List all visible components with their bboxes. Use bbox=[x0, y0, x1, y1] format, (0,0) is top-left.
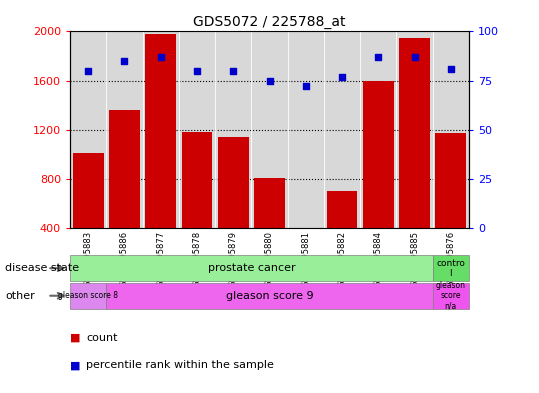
Bar bbox=[218, 137, 248, 277]
Point bbox=[120, 58, 129, 64]
Point bbox=[301, 83, 310, 90]
Text: disease state: disease state bbox=[5, 263, 80, 273]
Text: ■: ■ bbox=[70, 333, 80, 343]
Point bbox=[410, 54, 419, 60]
Point bbox=[192, 68, 201, 74]
Bar bbox=[399, 38, 430, 277]
Bar bbox=[327, 191, 357, 277]
Text: prostate cancer: prostate cancer bbox=[208, 263, 295, 273]
Text: gleason score 9: gleason score 9 bbox=[226, 291, 313, 301]
Bar bbox=[146, 34, 176, 277]
Bar bbox=[291, 237, 321, 277]
Bar bbox=[73, 153, 103, 277]
Point bbox=[229, 68, 238, 74]
Point bbox=[374, 54, 383, 60]
Bar bbox=[109, 110, 140, 277]
Bar bbox=[182, 132, 212, 277]
Point bbox=[156, 54, 165, 60]
Point bbox=[338, 73, 347, 80]
Bar bbox=[436, 133, 466, 277]
Point bbox=[446, 66, 455, 72]
Title: GDS5072 / 225788_at: GDS5072 / 225788_at bbox=[194, 15, 345, 29]
Point bbox=[265, 77, 274, 84]
Text: contro
l: contro l bbox=[437, 259, 465, 278]
Text: ■: ■ bbox=[70, 360, 80, 371]
Text: other: other bbox=[5, 291, 35, 301]
Text: count: count bbox=[86, 333, 118, 343]
Point bbox=[84, 68, 93, 74]
Text: gleason score 8: gleason score 8 bbox=[58, 291, 118, 300]
Bar bbox=[254, 178, 285, 277]
Text: percentile rank within the sample: percentile rank within the sample bbox=[86, 360, 274, 371]
Bar bbox=[363, 81, 393, 277]
Text: gleason
score
n/a: gleason score n/a bbox=[436, 281, 466, 310]
